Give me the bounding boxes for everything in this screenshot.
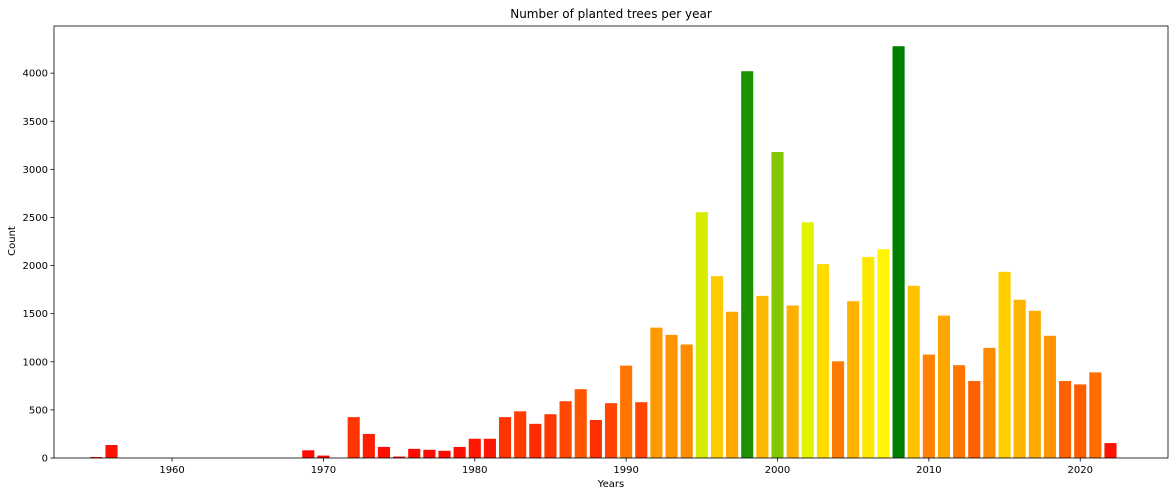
y-tick-label: 1000 [23, 357, 48, 368]
bar-2018 [1043, 335, 1056, 458]
bar-1988 [589, 420, 602, 458]
bar-1973 [362, 433, 375, 458]
x-tick-label: 2020 [1067, 465, 1092, 476]
bar-1991 [635, 402, 648, 458]
bar-2017 [1028, 310, 1041, 458]
bar-1998 [741, 71, 754, 458]
bar-1989 [604, 403, 618, 458]
bar-2006 [862, 256, 875, 458]
bar-1977 [423, 449, 436, 458]
bar-2003 [816, 264, 829, 458]
bar-1975 [393, 456, 406, 458]
bar-1996 [710, 276, 724, 458]
bar-1969 [302, 450, 315, 458]
bar-1992 [650, 327, 663, 458]
bars-group [90, 46, 1117, 459]
chart-title: Number of planted trees per year [510, 7, 712, 21]
bar-2021 [1089, 372, 1102, 458]
y-axis-ticks: 0 500 1000 1500 2000 2500 3000 3500 4000 [23, 69, 54, 465]
x-tick-label: 1960 [159, 465, 184, 476]
plot-frame [53, 25, 1169, 459]
x-tick-label: 2000 [765, 465, 790, 476]
bar-1955 [90, 457, 103, 458]
bar-2012 [953, 365, 966, 458]
bar-1974 [377, 446, 391, 458]
bar-2011 [937, 315, 951, 458]
bar-1994 [680, 344, 693, 458]
bar-1990 [620, 365, 633, 458]
bar-1997 [726, 311, 739, 458]
x-tick-label: 2010 [916, 465, 941, 476]
bar-1976 [408, 448, 421, 458]
x-axis-label: Years [597, 479, 624, 490]
bar-2022 [1104, 443, 1117, 458]
bar-1982 [498, 417, 512, 458]
bar-2016 [1013, 299, 1026, 458]
bar-1999 [756, 295, 769, 458]
y-tick-label: 4000 [23, 69, 48, 80]
bar-1979 [453, 446, 466, 458]
bar-2000 [771, 152, 784, 459]
bar-2013 [968, 381, 981, 458]
x-tick-label: 1980 [462, 465, 487, 476]
bar-2004 [831, 361, 845, 458]
bar-1986 [559, 401, 572, 458]
x-tick-label: 1990 [613, 465, 638, 476]
y-tick-label: 3500 [23, 117, 48, 128]
bar-1985 [544, 414, 557, 458]
x-tick-label: 1970 [311, 465, 336, 476]
y-axis-label: Count [7, 226, 18, 256]
bar-1987 [574, 389, 587, 458]
bar-2007 [877, 249, 890, 458]
bar-2001 [786, 305, 799, 458]
bar-2019 [1059, 381, 1072, 458]
bar-1981 [483, 438, 496, 458]
bar-1956 [105, 445, 118, 458]
bar-2020 [1074, 384, 1087, 458]
bar-1984 [529, 423, 542, 458]
bar-2002 [801, 222, 814, 458]
bar-1980 [468, 438, 481, 458]
bar-1970 [317, 455, 330, 458]
y-tick-label: 1500 [23, 309, 48, 320]
bar-1995 [695, 212, 708, 458]
bar-2009 [907, 285, 920, 458]
bar-2008 [892, 46, 905, 458]
bar-2014 [983, 347, 996, 458]
x-axis-ticks: 1960 1970 1980 1990 2000 2010 2020 [159, 458, 1093, 476]
bar-1978 [438, 450, 451, 458]
bar-1983 [514, 411, 527, 458]
bar-2015 [998, 271, 1011, 458]
y-tick-label: 3000 [23, 165, 48, 176]
bar-2010 [922, 354, 935, 458]
y-tick-label: 2500 [23, 213, 48, 224]
bar-1972 [347, 417, 360, 458]
y-tick-label: 2000 [23, 261, 48, 272]
y-tick-label: 500 [29, 405, 48, 416]
bar-2005 [847, 301, 860, 458]
y-tick-label: 0 [42, 454, 48, 465]
bar-1993 [665, 334, 678, 458]
